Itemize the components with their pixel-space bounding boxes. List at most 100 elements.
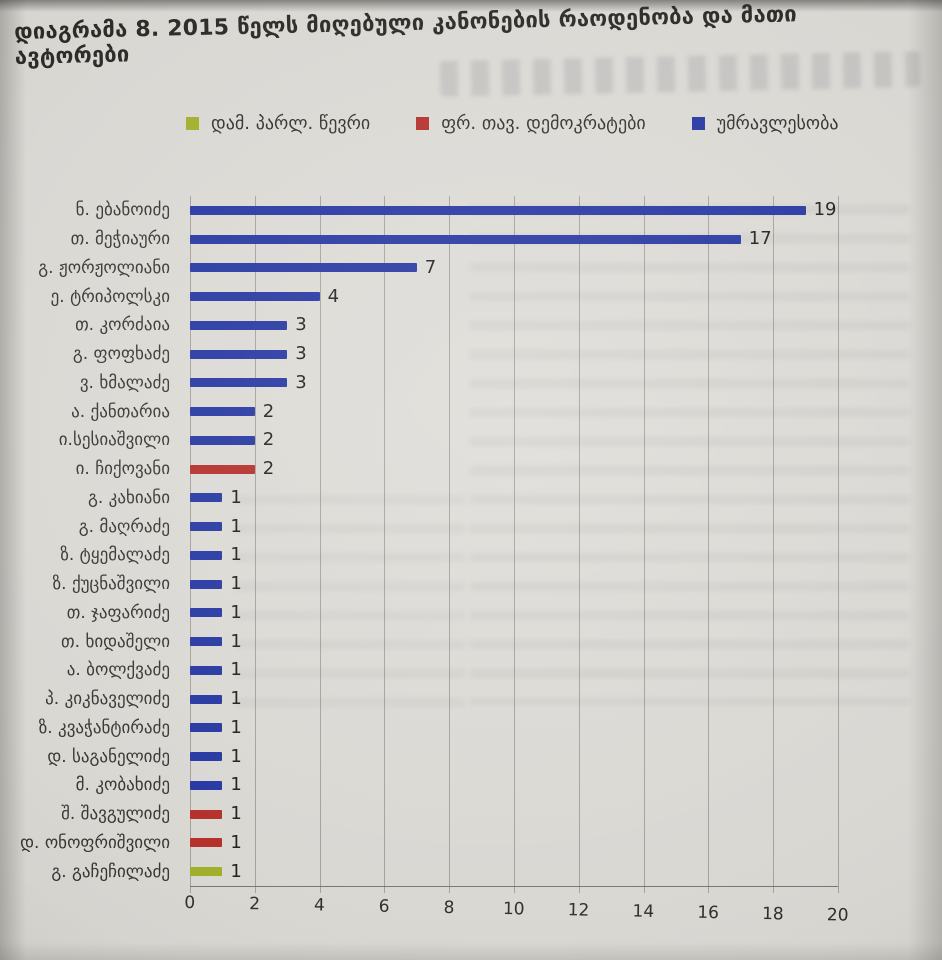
bar [190,292,320,302]
legend-swatch-icon [416,117,430,130]
bar-value-label: 1 [230,544,242,566]
legend-item: დამ. პარლ. წევრი [186,113,370,134]
x-tick-label: 10 [502,899,525,920]
gridline [384,196,386,893]
bar-row: 1 [190,771,838,800]
category-label: დ. ონოფრიშვილი [20,832,170,853]
bar [190,723,223,733]
bar [190,579,223,589]
bar-value-label: 1 [230,831,242,853]
bar [190,809,223,819]
bar-value-label: 7 [424,256,437,278]
bar-row: 1 [190,800,838,829]
bar-value-label: 3 [295,314,307,336]
x-tick-label: 16 [697,902,720,924]
bar-value-label: 1 [230,716,242,738]
bar [190,780,223,790]
x-tick-label: 6 [378,896,390,917]
bar [190,205,806,215]
bar [190,493,223,503]
bar-row: 1 [190,512,838,541]
gridline [578,196,580,893]
bar-value-label: 17 [748,228,772,250]
bar-row: 1 [190,656,838,685]
bar-rows: 19 17 7 4 3 3 3 2 2 2 1 1 1 1 1 1 1 1 1 1 1 1 1 1 [190,196,838,886]
x-tick-label: 18 [761,903,784,925]
legend-swatch-icon [691,117,705,130]
gridline [838,196,839,893]
bar [190,838,223,848]
bar-row: 1 [190,599,838,628]
bar-row: 1 [190,570,838,599]
bar-row: 1 [190,857,838,886]
plot-area: 19 17 7 4 3 3 3 2 2 2 1 1 1 1 1 1 1 1 1 1 1 1 1 1 [190,196,839,893]
bar-value-label: 1 [230,515,242,537]
category-label: გ. კახიანი [88,487,170,508]
bar-row: 2 [190,397,838,426]
category-label: ზ. ტყემალაძე [60,545,170,566]
bar-row: 1 [190,714,838,743]
category-label: გ. გაჩეჩილაძე [51,861,170,882]
category-label: ნ. ებანოიძე [75,200,170,221]
bar-row: 3 [190,311,838,340]
bar [190,349,288,359]
bar-value-label: 1 [230,774,242,796]
category-label: თ. ჯაფარიძე [66,602,170,623]
bar [190,637,223,647]
legend-swatch-icon [186,117,199,130]
bar-value-label: 3 [295,371,307,393]
gridline [514,196,515,893]
bar-value-label: 1 [230,659,242,681]
category-label: თ. კორძაია [75,315,170,336]
bar-row: 1 [190,685,838,714]
category-label: ა. ქანთარია [71,401,170,422]
bar-value-label: 1 [230,803,242,825]
bar-value-label: 2 [262,458,275,480]
bar [190,378,288,388]
category-label: ზ. ქუცნაშვილი [52,574,170,595]
bar-value-label: 3 [295,343,307,365]
gridline [190,196,191,893]
gridline [319,196,321,893]
chart-title: დიაგრამა 8. 2015 წელს მიღებული კანონების… [14,2,798,70]
x-tick-label: 8 [443,897,455,919]
bar [190,263,417,273]
x-tick-label: 2 [248,894,261,915]
bar [190,608,223,618]
bar-value-label: 1 [230,860,242,882]
x-tick-label: 14 [632,901,655,922]
category-label: ზ. კვაჭანტირაძე [38,717,170,738]
bar [190,234,741,244]
category-label: თ. ხიდაშელი [61,631,170,652]
chart-legend: დამ. პარლ. წევრი ფრ. თავ. დემოკრატები უმრა… [186,113,839,134]
gridline [254,196,256,893]
gridline [708,196,710,893]
y-axis-category-labels: ნ. ებანოიძე თ. მეჭიაური გ. ჟორჟოლიანი ე. ტრ… [0,196,180,886]
bar [190,464,255,474]
category-label: გ. ჟორჟოლიანი [38,257,170,278]
bar-row: 7 [190,254,838,283]
bar-row: 2 [190,426,838,455]
category-label: დ. საგანელიძე [47,746,170,767]
bar-value-label: 1 [230,601,242,623]
bar-value-label: 1 [230,688,242,710]
bar [190,752,223,762]
bar [190,407,255,417]
bar-value-label: 1 [230,630,242,652]
x-tick-label: 4 [313,895,325,916]
bar [190,550,223,560]
bar-row: 19 [190,196,838,225]
bar-row: 2 [190,455,838,484]
category-label: ვ. ხმალაძე [79,372,170,393]
bar-row: 3 [190,369,838,398]
bar-value-label: 2 [262,400,275,422]
bar [190,435,255,445]
x-axis-tick-labels: 0 2 4 6 8 10 12 14 16 18 20 [184,893,848,931]
bar-row: 1 [190,829,838,858]
bar [190,665,223,675]
legend-item: უმრავლესობა [691,113,839,134]
legend-label: დამ. პარლ. წევრი [211,113,371,134]
bar-value-label: 19 [813,199,837,221]
bar-value-label: 1 [230,573,242,595]
category-label: თ. მეჭიაური [70,229,170,250]
